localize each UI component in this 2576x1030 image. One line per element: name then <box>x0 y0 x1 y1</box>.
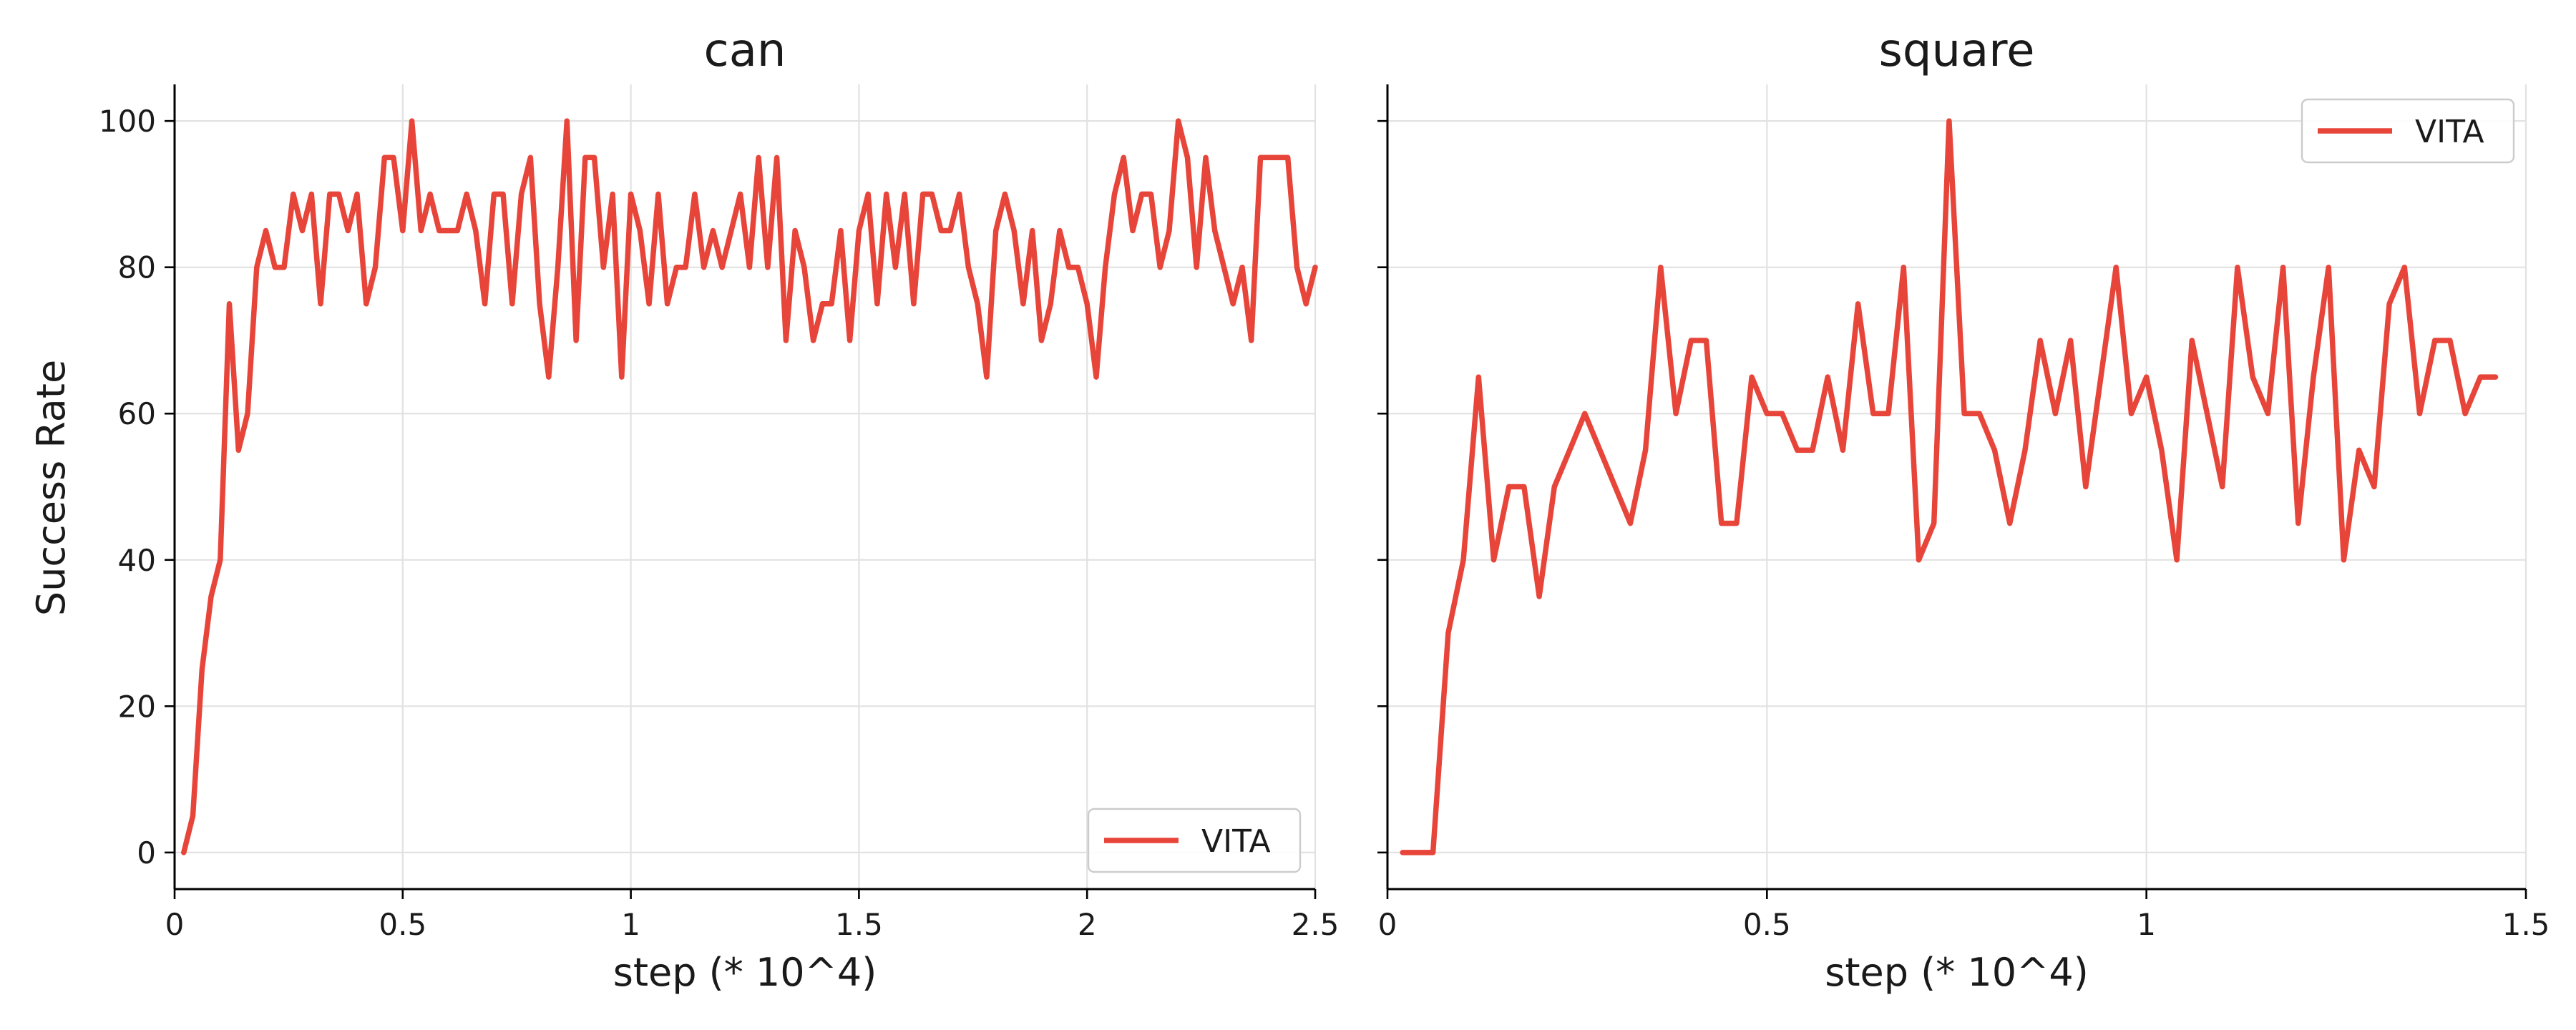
x-tick-label: 1.5 <box>835 907 883 942</box>
y-tick-label: 80 <box>118 250 156 285</box>
x-tick-label: 0 <box>1378 907 1397 942</box>
x-tick-label: 0.5 <box>379 907 426 942</box>
legend-box <box>1087 808 1302 873</box>
legend-box <box>2301 98 2515 164</box>
legend-label: VITA <box>1201 823 1271 860</box>
x-tick-label: 0 <box>165 907 185 942</box>
chart-panel-square: 0 0.5 1 1.5 square step (* 10^4) VITA <box>1377 24 2550 995</box>
y-tick-label: 40 <box>118 543 156 578</box>
x-tick-label: 1 <box>2137 907 2156 942</box>
x-axis-title: step (* 10^4) <box>1825 950 2089 995</box>
legend-label: VITA <box>2415 114 2484 150</box>
legend: VITA <box>1087 808 1302 873</box>
x-tick-label: 2 <box>1078 907 1097 942</box>
chart-panel-can: 0 20 40 60 80 100 0 0.5 1 1.5 2 2.5 can step (* 10^4)… <box>99 24 1340 995</box>
legend: VITA <box>2301 98 2515 164</box>
x-axis-title: step (* 10^4) <box>613 950 877 995</box>
x-tick-label: 1.5 <box>2502 907 2550 942</box>
y-tick-label: 20 <box>118 689 156 724</box>
y-tick-label: 100 <box>99 104 156 139</box>
panel-title: square <box>1878 24 2034 77</box>
y-axis-title: Success Rate <box>29 360 74 616</box>
series-line-VITA <box>1400 118 2499 855</box>
panel-title: can <box>704 24 786 77</box>
x-tick-label: 1 <box>621 907 640 942</box>
x-tick-label: 2.5 <box>1292 907 1340 942</box>
y-tick-label: 0 <box>137 835 156 870</box>
x-tick-label: 0.5 <box>1743 907 1791 942</box>
series-line-VITA <box>181 118 1318 855</box>
y-tick-label: 60 <box>118 396 156 431</box>
